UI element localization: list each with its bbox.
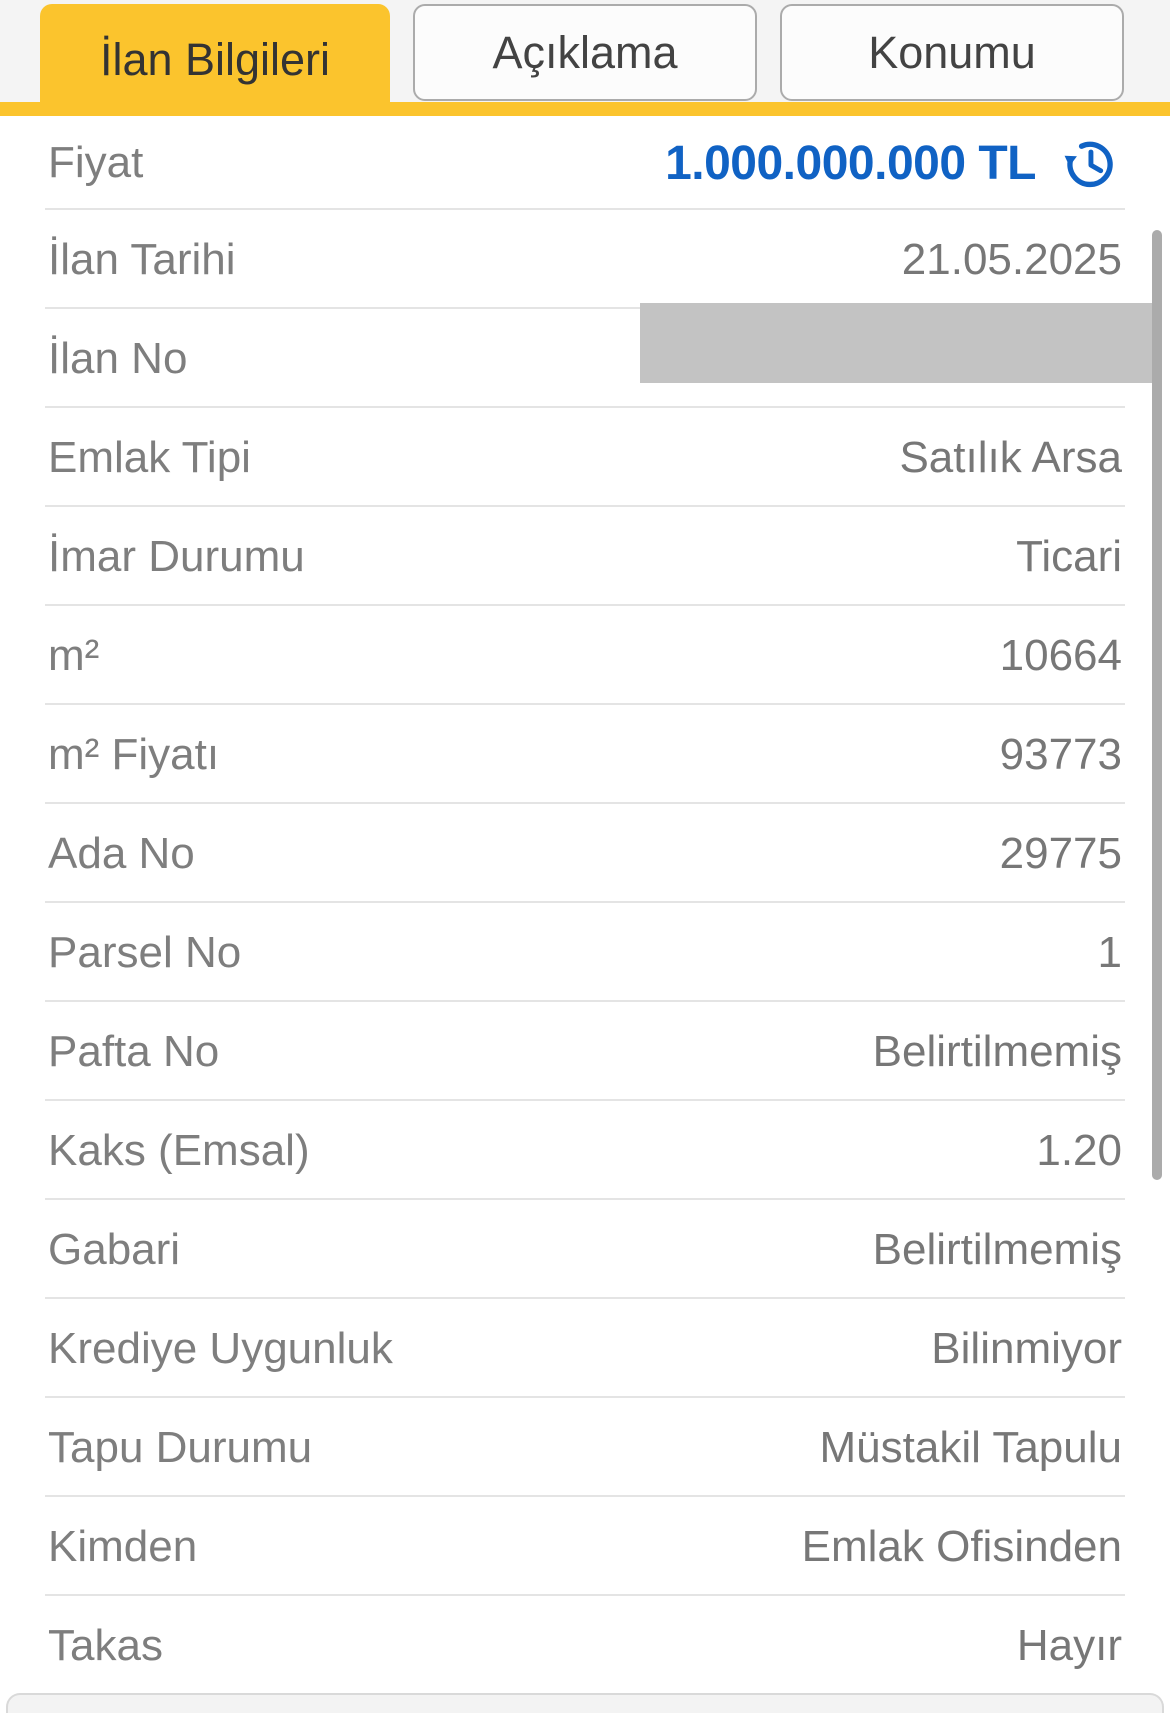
tab-ilan-bilgileri[interactable]: İlan Bilgileri xyxy=(40,4,390,116)
row-value: Belirtilmemiş xyxy=(872,1026,1122,1076)
row-value: Bilinmiyor xyxy=(931,1323,1122,1373)
bottom-sheet-edge xyxy=(6,1693,1164,1713)
row-value: 93773 xyxy=(999,729,1122,779)
table-row: Ada No 29775 xyxy=(0,804,1170,903)
row-label: Emlak Tipi xyxy=(48,432,251,482)
row-label: Ada No xyxy=(48,828,195,878)
row-value: Hayır xyxy=(1016,1620,1122,1670)
row-label: İlan Tarihi xyxy=(48,234,236,284)
row-value: 1 xyxy=(1097,927,1122,977)
row-label: Tapu Durumu xyxy=(48,1422,313,1472)
row-value: 1.20 xyxy=(1036,1125,1122,1175)
row-value: Müstakil Tapulu xyxy=(819,1422,1122,1472)
row-value: Ticari xyxy=(1016,531,1122,581)
table-row: Tapu Durumu Müstakil Tapulu xyxy=(0,1398,1170,1497)
row-label: İlan No xyxy=(48,333,188,383)
detail-rows: İlan Tarihi 21.05.2025 İlan No Emlak Tip… xyxy=(0,210,1170,1695)
row-label: Kimden xyxy=(48,1521,198,1571)
row-value: 10664 xyxy=(999,630,1122,680)
row-label: Krediye Uygunluk xyxy=(48,1323,393,1373)
redacted-value xyxy=(640,303,1162,383)
table-row: İlan No xyxy=(0,303,1170,408)
table-row: Parsel No 1 xyxy=(0,903,1170,1002)
table-row: Kaks (Emsal) 1.20 xyxy=(0,1101,1170,1200)
scrollbar-thumb[interactable] xyxy=(1152,230,1162,1180)
row-label: Parsel No xyxy=(48,927,242,977)
row-label: m² xyxy=(48,630,100,680)
price-value: 1.000.000.000 TL xyxy=(665,136,1036,190)
table-row: Krediye Uygunluk Bilinmiyor xyxy=(0,1299,1170,1398)
row-label: m² Fiyatı xyxy=(48,729,220,779)
table-row: Gabari Belirtilmemiş xyxy=(0,1200,1170,1299)
tab-aciklama[interactable]: Açıklama xyxy=(413,4,757,101)
table-row: Emlak Tipi Satılık Arsa xyxy=(0,408,1170,507)
row-value: 21.05.2025 xyxy=(901,234,1122,284)
row-label: Gabari xyxy=(48,1224,181,1274)
table-row: Kimden Emlak Ofisinden xyxy=(0,1497,1170,1596)
price-history-icon[interactable] xyxy=(1062,135,1118,191)
row-value: Belirtilmemiş xyxy=(872,1224,1122,1274)
price-row: Fiyat 1.000.000.000 TL xyxy=(0,116,1170,210)
table-row: İlan Tarihi 21.05.2025 xyxy=(0,210,1170,309)
table-row: Pafta No Belirtilmemiş xyxy=(0,1002,1170,1101)
price-label: Fiyat xyxy=(48,138,144,187)
row-label: Pafta No xyxy=(48,1026,220,1076)
table-row: m² Fiyatı 93773 xyxy=(0,705,1170,804)
tab-bar: İlan Bilgileri Açıklama Konumu xyxy=(0,0,1170,116)
table-row: m² 10664 xyxy=(0,606,1170,705)
row-label: Takas xyxy=(48,1620,163,1670)
table-row: İmar Durumu Ticari xyxy=(0,507,1170,606)
row-value: Satılık Arsa xyxy=(899,432,1122,482)
row-value: 29775 xyxy=(999,828,1122,878)
row-label: Kaks (Emsal) xyxy=(48,1125,310,1175)
row-label: İmar Durumu xyxy=(48,531,305,581)
table-row: Takas Hayır xyxy=(0,1596,1170,1695)
tab-konumu[interactable]: Konumu xyxy=(780,4,1124,101)
row-value: Emlak Ofisinden xyxy=(801,1521,1122,1571)
